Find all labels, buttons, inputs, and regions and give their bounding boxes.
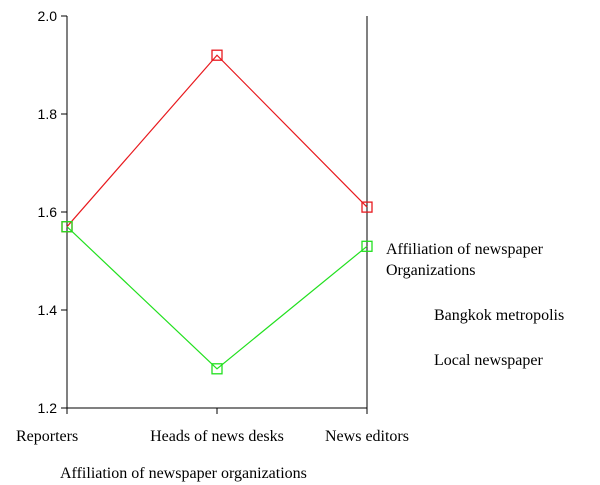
- series-2-marker: [361, 240, 373, 252]
- x-category-label: Reporters: [16, 428, 78, 445]
- legend-entry-bangkok: Bangkok metropolis: [434, 307, 564, 324]
- y-tick-label: 2.0: [38, 8, 58, 24]
- x-category-label: News editors: [325, 428, 409, 445]
- axes: [66, 16, 368, 409]
- legend-title-line-1: Affiliation of newspaper: [386, 241, 544, 258]
- series-line-1: [66, 54, 368, 228]
- series-1-marker: [211, 49, 223, 61]
- y-ticks: 2.0 1.8 1.6 1.4 1.2: [38, 8, 67, 416]
- series-2-marker: [211, 363, 223, 375]
- x-category-label: Heads of news desks: [150, 428, 284, 445]
- y-tick-label: 1.2: [38, 400, 58, 416]
- legend-entry-local: Local newspaper: [434, 352, 544, 369]
- series-layer: [61, 49, 373, 375]
- y-tick-label: 1.8: [38, 106, 58, 122]
- x-axis-title: Affiliation of newspaper organizations: [60, 465, 307, 482]
- series-1-marker: [361, 201, 373, 213]
- series-line-2: [66, 226, 368, 370]
- y-tick-label: 1.6: [38, 204, 58, 220]
- legend-title-line-2: Organizations: [386, 262, 475, 279]
- x-ticks: Reporters Heads of news desks News editors: [16, 408, 409, 445]
- legend: Affiliation of newspaper Organizations B…: [386, 241, 564, 369]
- y-tick-label: 1.4: [38, 302, 58, 318]
- series-2-marker: [61, 221, 73, 233]
